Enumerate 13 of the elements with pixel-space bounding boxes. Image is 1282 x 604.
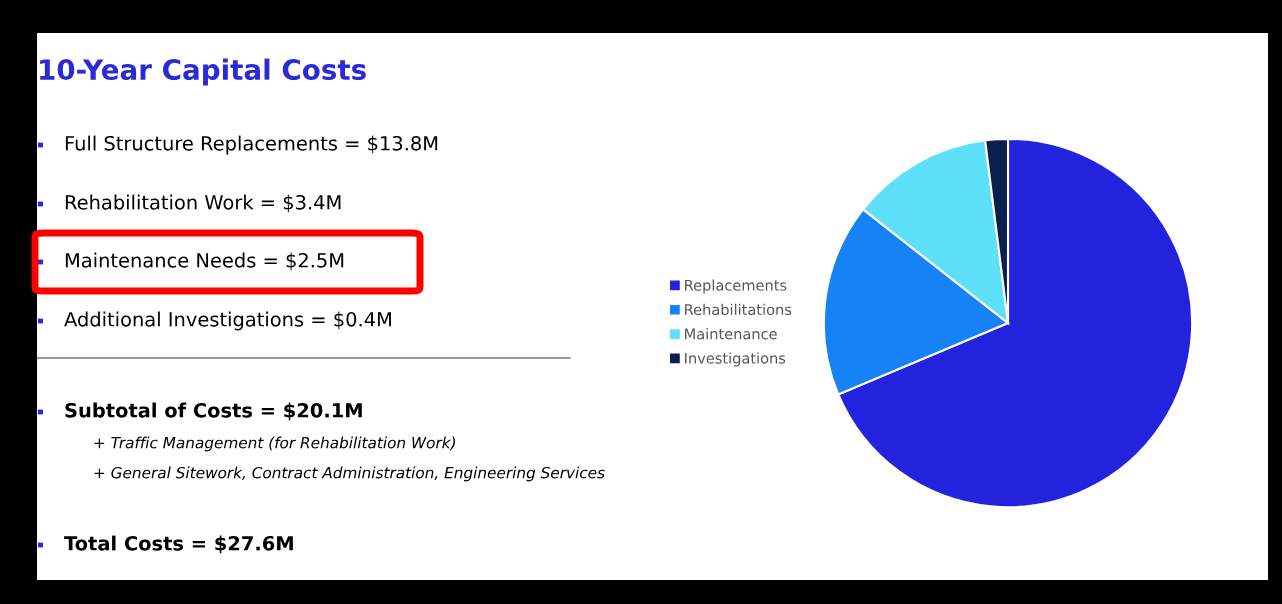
text: Full Structure Replacements = $13.8M bbox=[65, 135, 438, 155]
legend-label: Replacements bbox=[685, 279, 787, 294]
text: Maintenance Needs = $2.5M bbox=[65, 252, 344, 271]
text: + General Sitework, Contract Administration, Engineering Services bbox=[94, 466, 605, 482]
legend-label: Rehabilitations bbox=[685, 303, 792, 316]
text: Additional Investigations = $0.4M bbox=[64, 311, 391, 331]
text: Total Costs = $27.6M bbox=[64, 535, 293, 554]
text: + Traffic Management (for Rehabilitation Work) bbox=[94, 436, 455, 452]
legend-label: Maintenance bbox=[685, 328, 777, 340]
text: Rehabilitation Work = $3.4M bbox=[65, 194, 341, 213]
text: Subtotal of Costs = $20.1M bbox=[65, 402, 362, 421]
legend-label: Investigations bbox=[685, 352, 786, 367]
text: 10-Year Capital Costs bbox=[40, 58, 366, 86]
